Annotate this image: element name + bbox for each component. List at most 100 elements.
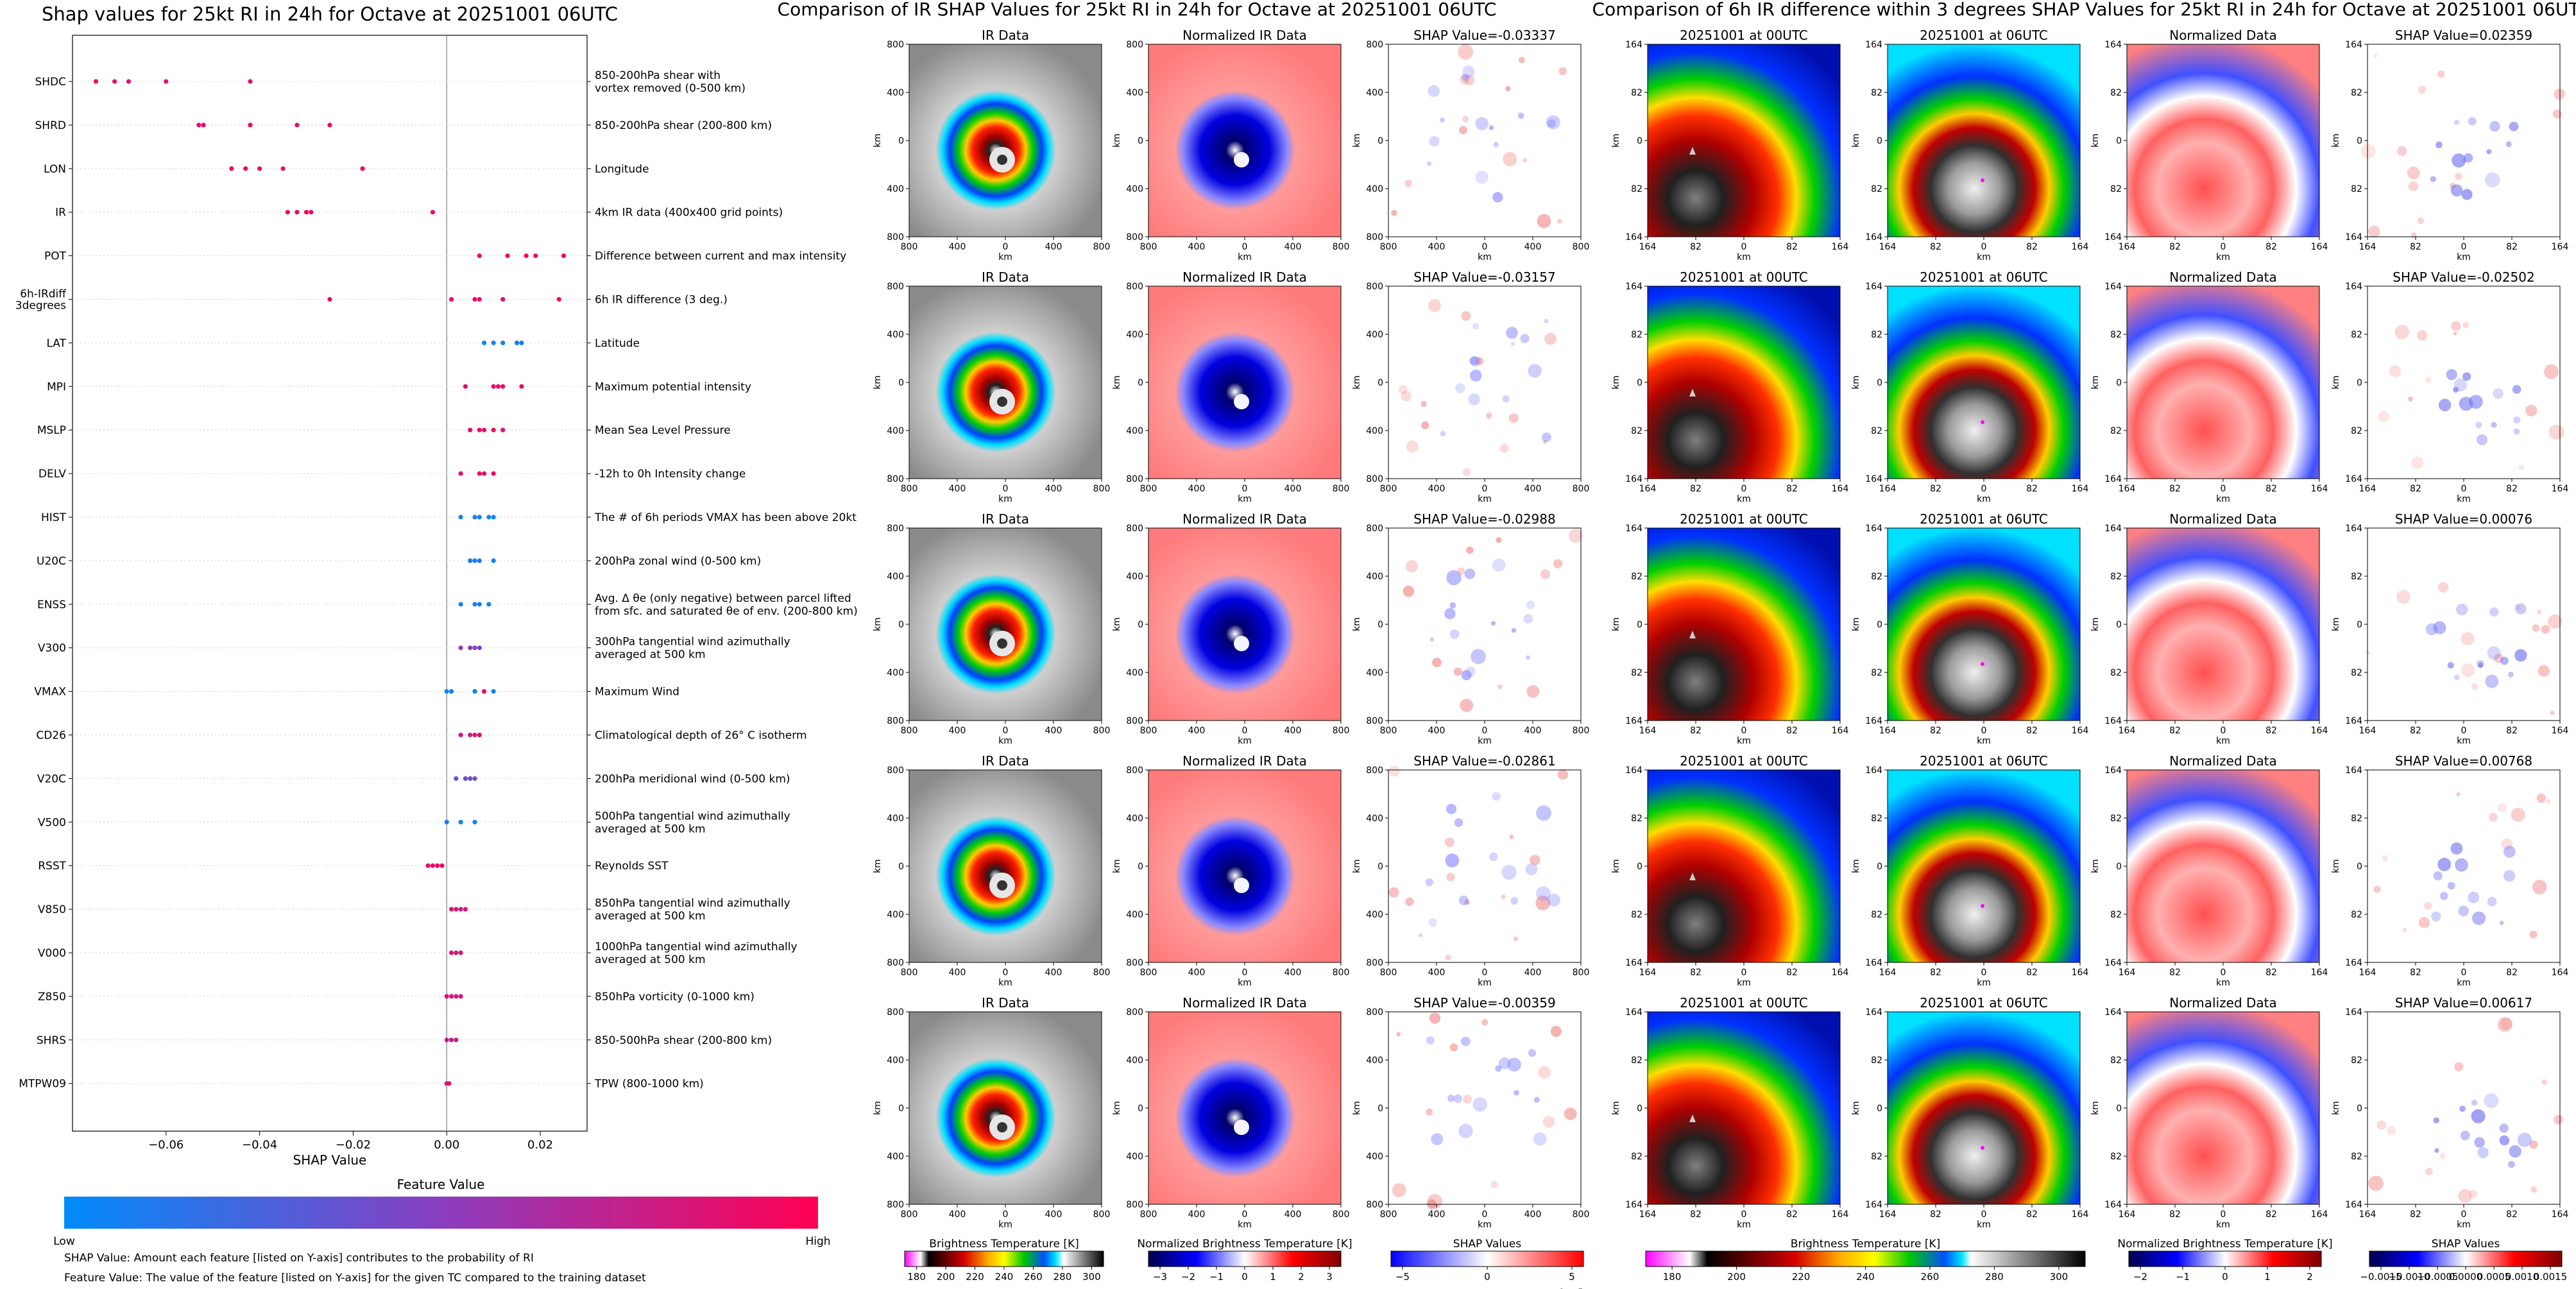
y-tick-label: 164	[2345, 40, 2362, 50]
shap-texture	[1458, 1123, 1473, 1139]
panel-title: Normalized IR Data	[1182, 269, 1307, 285]
shap-point	[472, 558, 477, 563]
shap-point	[164, 79, 169, 84]
shap-point	[448, 950, 454, 955]
shap-texture	[2491, 422, 2497, 428]
shap-texture	[2437, 581, 2449, 593]
panel-title: SHAP Value=-0.03337	[1413, 28, 1555, 43]
y-tick-label: 0	[1138, 1104, 1143, 1114]
shap-texture	[2477, 434, 2488, 446]
feature-label: ENSS	[37, 599, 66, 611]
shap-texture	[1488, 125, 1494, 130]
shap-point	[448, 1037, 454, 1043]
feature-description: 4km IR data (400x400 grid points)	[595, 207, 783, 219]
shap-texture	[1428, 299, 1441, 312]
x-axis-unit: km	[1238, 736, 1252, 746]
shap-texture	[1547, 119, 1556, 128]
y-tick-label: 0	[1877, 1104, 1882, 1114]
x-tick-label: 0	[2461, 1209, 2467, 1220]
x-tick-label: 400	[1524, 726, 1542, 736]
shap-texture	[1462, 73, 1469, 81]
shap-texture	[2545, 798, 2551, 804]
shap-texture	[2529, 1140, 2538, 1149]
y-axis-unit: km	[2090, 859, 2101, 873]
x-tick-label: 82	[1786, 968, 1798, 978]
shap-texture	[2552, 109, 2562, 119]
y-tick-label: 164	[1625, 232, 1642, 243]
x-tick-label: 800	[1573, 484, 1590, 494]
x-tick-label: 164	[2311, 484, 2328, 494]
colorbar	[2128, 1251, 2322, 1267]
y-tick-label: 82	[1631, 814, 1642, 824]
shap-texture	[1455, 383, 1465, 394]
shap-texture	[2487, 646, 2501, 660]
shap-texture	[1461, 670, 1472, 681]
shap-texture	[1506, 327, 1518, 339]
y-tick-label: 0	[2116, 378, 2122, 388]
shap-texture	[2485, 674, 2499, 688]
shap-texture	[1426, 161, 1432, 166]
shap-texture	[2515, 603, 2527, 615]
y-tick-label: 0	[1877, 136, 1882, 146]
shap-texture	[1426, 1108, 1433, 1116]
x-tick-label: 164	[1832, 242, 1849, 252]
x-axis-unit: km	[2216, 1220, 2230, 1230]
x-tick-label: 164	[1879, 968, 1897, 978]
feature-description: 200hPa zonal wind (0-500 km)	[595, 555, 761, 568]
y-tick-label: 164	[1625, 40, 1642, 50]
y-tick-label: 82	[1871, 1152, 1882, 1162]
shap-texture	[2478, 662, 2484, 669]
shap-texture	[1568, 528, 1583, 543]
shap-texture	[2402, 927, 2407, 932]
y-tick-label: 164	[1865, 282, 1882, 292]
x-axis-unit: km	[1737, 736, 1751, 746]
shap-texture	[1453, 667, 1462, 676]
shap-texture	[2456, 603, 2468, 616]
colorbar-label: Normalized Brightness Temperature [K]	[2117, 1238, 2332, 1251]
shap-texture	[2477, 1147, 2489, 1159]
colorbar-tick-label: 260	[1921, 1271, 1940, 1283]
x-tick-label: 400	[1284, 726, 1302, 736]
shap-texture	[2396, 590, 2411, 604]
colorbar-offset-label: 1e−5	[1559, 1288, 1583, 1289]
x-tick-label: 82	[2265, 726, 2277, 736]
shap-point	[285, 210, 290, 215]
x-tick-label: 0	[2221, 242, 2226, 252]
shap-point	[486, 602, 491, 607]
colorbar-tick-label: −3	[1153, 1271, 1167, 1283]
x-axis-unit: km	[1977, 494, 1991, 504]
shap-texture	[2454, 1062, 2464, 1071]
x-axis-unit: km	[2457, 494, 2471, 504]
shap-point	[468, 776, 473, 781]
x-tick-label: 82	[2265, 1209, 2277, 1220]
x-tick-label: 0	[1003, 968, 1009, 978]
x-tick-label: 800	[901, 726, 918, 736]
colorbar-tick-label: 0	[1241, 1271, 1248, 1283]
colorbar-tick-label: 220	[1792, 1271, 1811, 1283]
shap-summary-plot: Shap values for 25kt RI in 24h for Octav…	[15, 3, 858, 1285]
shap-texture	[2500, 1018, 2512, 1030]
y-tick-label: 800	[887, 474, 904, 484]
colorbar-tick-label: 3	[1326, 1271, 1333, 1283]
y-tick-label: 800	[1366, 40, 1383, 50]
shap-texture	[1428, 918, 1437, 927]
x-tick-label: 82	[1930, 968, 1941, 978]
shap-texture	[2378, 411, 2389, 422]
panel-title: IR Data	[982, 995, 1029, 1011]
y-tick-label: 82	[2351, 1055, 2362, 1066]
y-tick-label: 0	[2116, 620, 2122, 630]
shap-texture	[2394, 325, 2410, 339]
x-tick-label: 0	[1242, 484, 1248, 494]
shap-texture	[2485, 172, 2500, 187]
feature-label: CD26	[36, 730, 66, 742]
storm-eye-core	[997, 880, 1007, 891]
shap-texture	[1445, 954, 1452, 961]
storm-eye	[1234, 636, 1249, 651]
shap-texture	[2541, 1079, 2547, 1085]
shap-texture	[2471, 1109, 2486, 1123]
feature-label: LON	[44, 163, 66, 176]
shap-point	[454, 994, 459, 999]
x-tick-label: 0.00	[434, 1138, 459, 1152]
y-tick-label: 400	[1126, 184, 1143, 194]
x-tick-label: 164	[2552, 1209, 2569, 1220]
